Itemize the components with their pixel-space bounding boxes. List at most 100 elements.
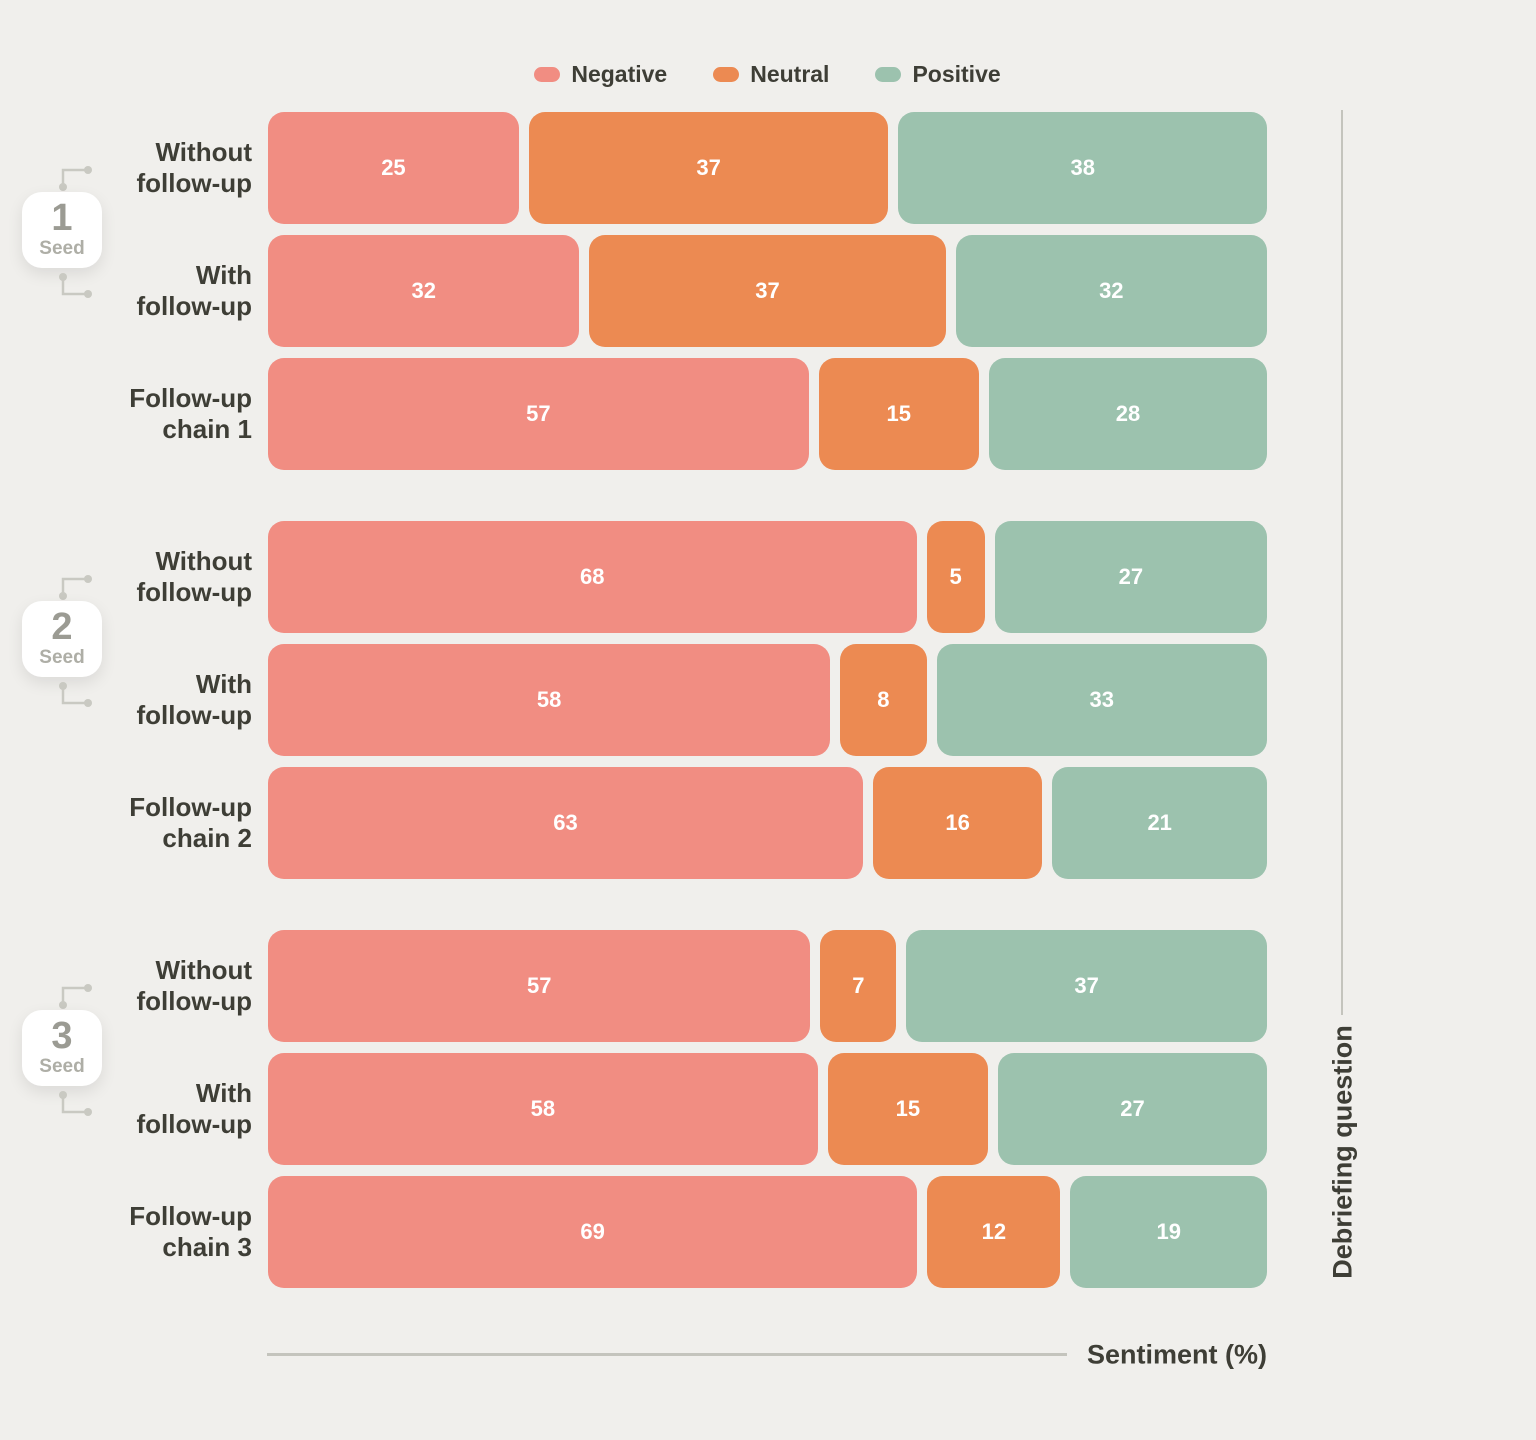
bar-value-label: 57 (526, 401, 551, 426)
bar-value-label: 5 (949, 564, 962, 589)
row-label: Follow-up chain 3 (129, 1201, 252, 1262)
seed-group: 2 Seed Without follow-up 68 5 27 With follow-u… (0, 521, 1268, 879)
bar-segment-neutral: 12 (927, 1176, 1061, 1288)
legend-item-positive: Positive (875, 61, 1001, 88)
bar-segment-positive: 38 (898, 112, 1267, 224)
row-label: Without follow-up (136, 955, 252, 1016)
bar-segment-positive: 32 (955, 235, 1267, 347)
bar-value-label: 27 (1118, 564, 1144, 589)
x-axis-line (267, 1353, 1067, 1356)
bar-segment-neutral: 16 (872, 767, 1043, 879)
legend-item-negative: Negative (534, 61, 667, 88)
bar-value-label: 68 (580, 564, 605, 589)
bar-row: Without follow-up 57 7 37 (0, 930, 1267, 1042)
bar-row: Without follow-up 68 5 27 (0, 521, 1267, 633)
bar-row: Follow-up chain 2 63 16 21 (0, 767, 1268, 879)
seed-badge: 1 Seed (22, 191, 102, 268)
bar-value-label: 7 (852, 973, 865, 998)
bar-segment-positive: 21 (1052, 767, 1268, 879)
stacked-bar: 25 37 38 (268, 112, 1267, 224)
bar-row: Follow-up chain 1 57 15 28 (0, 358, 1267, 470)
bar-value-label: 37 (696, 155, 721, 180)
seed-connector-up-icon (59, 983, 92, 1009)
bar-row: With follow-up 58 8 33 (0, 644, 1267, 756)
bar-row: Without follow-up 25 37 38 (0, 112, 1267, 224)
bar-value-label: 28 (1115, 401, 1141, 426)
bar-segment-negative: 69 (268, 1176, 918, 1288)
bar-value-label: 33 (1089, 687, 1115, 712)
y-axis-label: Debriefing question (1327, 1025, 1358, 1279)
seed-number: 1 (51, 196, 73, 239)
chart-groups: 1 Seed Without follow-up 25 37 38 With follow-… (0, 112, 1268, 1288)
bar-segment-negative: 58 (268, 644, 831, 756)
bar-segment-neutral: 15 (827, 1053, 989, 1165)
stacked-bar: 68 5 27 (268, 521, 1267, 633)
stacked-bar: 69 12 19 (268, 1176, 1267, 1288)
seed-connector-down-icon (59, 272, 92, 298)
seed-group: 3 Seed Without follow-up 57 7 37 With follow-u… (0, 930, 1267, 1288)
bar-value-label: 63 (553, 810, 578, 835)
bar-value-label: 32 (411, 278, 436, 303)
seed-group: 1 Seed Without follow-up 25 37 38 With follow-… (0, 112, 1267, 470)
bar-value-label: 27 (1120, 1096, 1145, 1121)
stacked-bar: 57 7 37 (268, 930, 1267, 1042)
bar-segment-neutral: 37 (528, 112, 889, 224)
bar-value-label: 58 (536, 687, 562, 712)
bar-value-label: 25 (381, 155, 406, 180)
seed-connector-up-icon (59, 574, 92, 600)
seed-badge: 3 Seed (22, 1009, 102, 1086)
seed-number: 3 (51, 1014, 73, 1057)
seed-word: Seed (39, 1055, 85, 1077)
bar-segment-positive: 19 (1070, 1176, 1267, 1288)
bar-value-label: 15 (886, 401, 912, 426)
bar-segment-neutral: 8 (840, 644, 927, 756)
bar-value-label: 37 (755, 278, 780, 303)
bar-segment-neutral: 5 (926, 521, 985, 633)
row-label: Follow-up chain 1 (129, 383, 252, 444)
bar-value-label: 15 (895, 1096, 921, 1121)
row-label: With follow-up (136, 1078, 252, 1139)
bar-segment-neutral: 37 (589, 235, 946, 347)
stacked-bar: 63 16 21 (268, 767, 1268, 879)
bar-segment-positive: 33 (936, 644, 1267, 756)
bar-value-label: 58 (530, 1096, 556, 1121)
row-label: Without follow-up (136, 546, 252, 607)
bar-segment-negative: 25 (268, 112, 519, 224)
seed-badge: 2 Seed (22, 600, 102, 677)
bar-value-label: 38 (1070, 155, 1095, 180)
row-label: Follow-up chain 2 (129, 792, 252, 853)
stacked-bar: 58 15 27 (268, 1053, 1267, 1165)
bar-value-label: 19 (1156, 1219, 1181, 1244)
row-label: With follow-up (136, 260, 252, 321)
row-label: Without follow-up (136, 137, 252, 198)
negative-swatch-icon (534, 66, 561, 82)
legend: Negative Neutral Positive (268, 58, 1267, 90)
x-axis-label: Sentiment (%) (1086, 1339, 1267, 1370)
y-axis-line (1341, 110, 1343, 1015)
bar-value-label: 37 (1074, 973, 1099, 998)
seed-connector-up-icon (59, 165, 92, 191)
bar-value-label: 69 (580, 1219, 605, 1244)
stacked-bar: 32 37 32 (268, 235, 1267, 347)
bar-row: With follow-up 58 15 27 (0, 1053, 1267, 1165)
row-label: With follow-up (136, 669, 252, 730)
bar-value-label: 21 (1147, 810, 1172, 835)
bar-row: With follow-up 32 37 32 (0, 235, 1267, 347)
seed-number: 2 (51, 605, 73, 648)
bar-value-label: 12 (981, 1219, 1007, 1244)
bar-segment-positive: 28 (988, 358, 1267, 470)
bar-segment-negative: 32 (268, 235, 580, 347)
seed-word: Seed (39, 646, 85, 668)
stacked-bar: 57 15 28 (268, 358, 1267, 470)
positive-swatch-icon (875, 66, 902, 82)
bar-segment-negative: 63 (268, 767, 863, 879)
bar-value-label: 16 (945, 810, 970, 835)
bar-value-label: 8 (877, 687, 890, 712)
neutral-swatch-icon (713, 66, 740, 82)
bar-row: Follow-up chain 3 69 12 19 (0, 1176, 1267, 1288)
bar-value-label: 32 (1099, 278, 1124, 303)
seed-connector-down-icon (59, 681, 92, 707)
bar-value-label: 57 (526, 973, 552, 998)
legend-label: Neutral (750, 60, 830, 87)
